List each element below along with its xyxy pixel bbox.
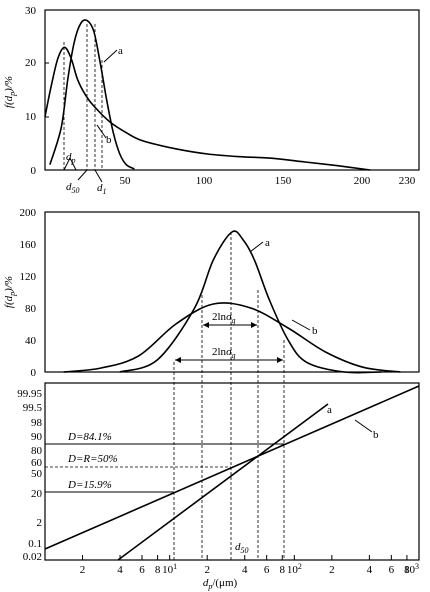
panel-1-frame [44,9,420,171]
panel-1-ytick: 30 [25,5,37,17]
panel-2: 200 160 120 80 40 0 2lnσg 2lnσg a b f(dp… [3,207,420,560]
panel-3-ytick: 50 [31,468,43,480]
panel-2-series-a-label: a [265,237,270,249]
panel-3-ytick: 99.95 [17,388,42,400]
panel-1-label-d1: d1 [97,182,107,196]
panel-3-xtick: 2 [204,564,210,576]
panel-2-series-b-pointer [291,319,311,331]
panel-3-xtick: 101 [162,562,177,576]
panel-3-ref-84-label: D=84.1% [67,431,112,443]
panel-1-series-b-pointer [96,124,107,139]
panel-1-leader-dp [63,156,77,171]
panel-1: 30 20 10 0 50 100 150 200 230 dp d50 d1 … [3,5,420,196]
panel-3-ytick: 0.02 [23,551,42,563]
panel-2-series-a-pointer [249,241,264,253]
panel-2-arrowheads-a [203,322,257,328]
panel-1-series-a [49,19,135,170]
panel-3-ytick: 90 [31,431,43,443]
panel-3-ytick: 0.1 [28,538,42,550]
panel-2-ytick: 80 [25,303,37,315]
panel-3-xtick: 8 [280,564,286,576]
panel-3-ytick: 20 [31,488,43,500]
panel-2-ylabel: f(dp)/% [3,276,17,308]
panel-1-xtick: 150 [275,175,292,187]
panel-1-leader-d1 [94,169,103,183]
panel-3-series-a [117,403,329,561]
panel-2-ytick: 200 [20,207,37,219]
panel-3-ytick: 99.5 [23,402,43,414]
panel-3-xtick: 4 [117,564,123,576]
panel-3-ref-16-label: D=15.9% [67,479,112,491]
panel-1-xtick: 230 [399,175,416,187]
panel-2-series-b [63,302,401,373]
panel-2-ytick: 160 [20,239,37,251]
panel-1-ytick: 0 [31,165,37,177]
panel-2-series-a [119,230,382,374]
panel-3-xtick: 4 [242,564,248,576]
panel-3-series-b-pointer [354,419,373,433]
panel-1-series-a-pointer [103,49,118,63]
panel-1-label-d50: d50 [66,181,80,195]
panel-3-xtick: 2 [80,564,86,576]
panel-1-leader-d50 [77,169,88,181]
panel-1-ytick: 20 [25,57,37,69]
panel-1-xtick: 100 [196,175,213,187]
panel-3-xtick: 8 [155,564,161,576]
panel-3-xtick: 6 [264,564,270,576]
panel-3: 99.95 99.5 98 90 80 60 50 20 2 0.1 0.02 … [17,382,420,591]
panel-3-frame [44,382,420,561]
panel-3-series-b [44,385,420,550]
panel-1-series-a-label: a [118,45,123,57]
panel-1-xtick: 200 [354,175,371,187]
panel-1-label-dp: dp [66,151,76,165]
panel-2-ytick: 40 [25,335,37,347]
panel-3-ref-50-label: D=R=50% [67,453,118,465]
panel-2-series-b-label: b [312,325,318,337]
panel-3-xtick: 102 [287,562,302,576]
panel-3-xtick: 8 [404,564,410,576]
panel-3-ytick: 60 [31,457,43,469]
panel-3-ytick: 98 [31,417,43,429]
panel-3-xtick: 6 [139,564,145,576]
panel-2-annotation-a: 2lnσg [212,311,236,325]
panel-3-ytick: 80 [31,445,43,457]
panel-3-xtick: 4 [367,564,373,576]
panel-1-xtick: 50 [120,175,132,187]
panel-2-ytick: 120 [20,271,37,283]
panel-3-xtick: 103 [404,562,419,576]
panel-3-series-a-label: a [327,404,332,416]
panel-1-ylabel: f(dp)/% [3,76,17,108]
panel-3-ytick: 2 [37,517,43,529]
panel-3-xtick: 6 [389,564,395,576]
panel-3-series-b-label: b [373,429,379,441]
panel-1-ytick: 10 [25,111,37,123]
panel-3-xlabel: dp/(μm) [203,577,238,591]
panel-3-xtick: 2 [329,564,335,576]
panel-3-d50-label: d50 [235,541,249,555]
panel-2-frame [44,211,420,373]
panel-2-ytick: 0 [31,367,37,379]
panel-1-series-b [44,46,371,171]
panel-2-annotation-b: 2lnσg [212,346,236,360]
panel-1-series-b-label: b [106,134,112,146]
